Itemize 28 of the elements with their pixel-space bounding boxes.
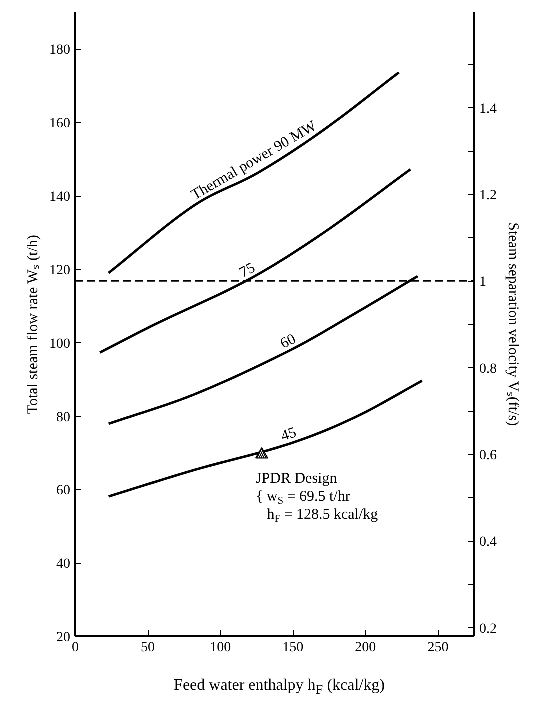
y2-tick-label: 1.2 (480, 188, 497, 204)
y2-tick-label: 0.8 (480, 362, 497, 377)
x-tick-label: 100 (210, 640, 232, 656)
text: 45 (279, 425, 299, 445)
y-tick-label: 100 (50, 336, 70, 352)
x-tick-label: 150 (282, 640, 304, 656)
y-tick-label: 140 (50, 190, 70, 206)
x-axis-title: Feed water enthalpy h$_{F}$ (kcal/kg) (174, 676, 385, 700)
y-tick-label: 80 (56, 410, 70, 426)
y2-tick-label: 0.6 (480, 448, 497, 464)
x-tick-label: 0 (72, 640, 79, 656)
y-tick-label: 60 (56, 484, 70, 499)
y-axis-title: Total steam flow rate Wₛ (t/h) (26, 235, 42, 414)
text: 75 (237, 260, 258, 282)
y-tick-label: 20 (56, 630, 70, 646)
x-tick-label: 250 (428, 640, 449, 656)
y2-tick-label: 0.4 (480, 535, 497, 550)
y2-tick-label: 0.2 (480, 622, 497, 637)
y-tick-label: 120 (50, 263, 70, 278)
text: 60 (278, 331, 299, 353)
y-tick-label: 160 (50, 116, 70, 132)
y-tick-label: 180 (50, 43, 70, 58)
y2-tick-label: 1 (480, 275, 486, 290)
y2-axis-title: Steam separation velocity Vₛ(ft/s) (505, 222, 521, 426)
x-tick-label: 50 (141, 640, 156, 656)
y-tick-label: 40 (56, 557, 70, 572)
x-tick-label: 200 (355, 640, 376, 656)
y2-tick-label: 1.4 (480, 102, 497, 117)
